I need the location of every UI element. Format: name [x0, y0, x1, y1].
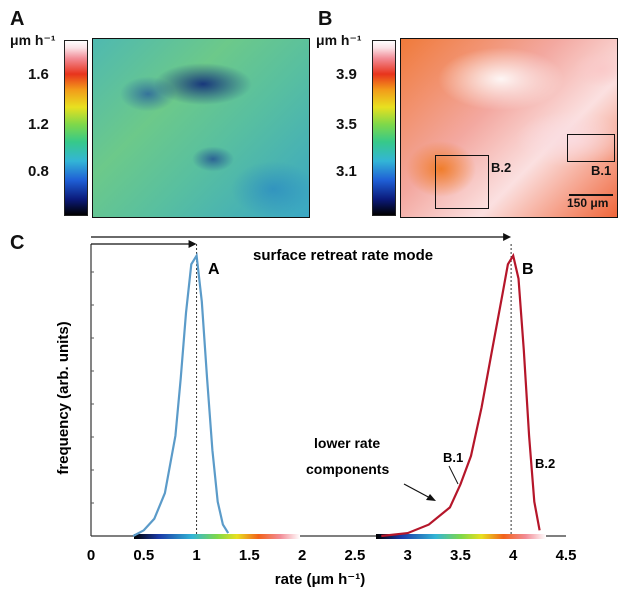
- x-tick-label: 1: [192, 547, 200, 564]
- scale-bar-label: 150 μm: [567, 196, 609, 210]
- series-a-line: [132, 252, 230, 537]
- x-tick-label: 0.5: [133, 547, 154, 564]
- panel-b-unit: μm h⁻¹: [316, 32, 362, 48]
- x-tick-label: 2: [298, 547, 306, 564]
- lower-rate-label-2: components: [306, 461, 389, 477]
- lower-rate-label-1: lower rate: [314, 435, 380, 451]
- lower-components-arrowhead: [426, 494, 436, 501]
- colorstrip-b: [376, 534, 546, 539]
- panel-c-letter: C: [10, 232, 25, 254]
- b1-leader-line: [448, 465, 459, 485]
- peak-label-b1: B.1: [443, 450, 463, 465]
- x-tick-label: 3: [403, 547, 411, 564]
- x-tick-label: 3.5: [450, 547, 471, 564]
- panel-a-unit: μm h⁻¹: [10, 32, 56, 48]
- panel-a-tick: 0.8: [28, 163, 49, 180]
- region-label-b2: B.2: [491, 160, 512, 175]
- colorstrip-a: [134, 534, 300, 539]
- x-axis-label: rate (μm h⁻¹): [275, 571, 365, 588]
- region-box-b1: [567, 134, 615, 162]
- panel-a-tick: 1.2: [28, 116, 49, 133]
- arrowhead-b: [503, 233, 512, 241]
- panel-a-tick: 1.6: [28, 66, 49, 83]
- lower-components-arrow: [403, 483, 433, 500]
- peak-label-b: B: [522, 261, 534, 278]
- region-box-b2: [435, 155, 489, 209]
- arrowhead-a: [188, 240, 197, 248]
- panel-a-letter: A: [10, 8, 25, 30]
- panel-b-colorbar: [372, 40, 396, 216]
- region-label-b1: B.1: [591, 163, 612, 178]
- panel-b-tick: 3.9: [336, 66, 357, 83]
- y-axis-ticks: [91, 271, 94, 504]
- panel-b-tick: 3.5: [336, 116, 357, 133]
- y-axis-label: frequency (arb. units): [55, 321, 72, 474]
- panel-b-tick: 3.1: [336, 163, 357, 180]
- x-tick-label: 4: [509, 547, 518, 564]
- x-tick-label: 0: [87, 547, 95, 564]
- panel-a-colorbar: [64, 40, 88, 216]
- panel-b-rate-map: B.2 B.1 150 μm: [400, 38, 618, 218]
- panel-b-letter: B: [318, 8, 333, 30]
- mode-annotation: surface retreat rate mode: [253, 247, 433, 264]
- x-tick-label: 4.5: [556, 547, 577, 564]
- x-tick-label: 2.5: [344, 547, 365, 564]
- scale-bar: [569, 194, 613, 196]
- peak-label-b2: B.2: [535, 456, 555, 471]
- x-tick-labels: 0 0.5 1 1.5 2 2.5 3 3.5 4 4.5: [87, 547, 577, 564]
- x-tick-label: 1.5: [239, 547, 260, 564]
- series-b-line: [381, 252, 541, 538]
- panel-a-rate-map: [92, 38, 310, 218]
- peak-label-a: A: [208, 261, 220, 278]
